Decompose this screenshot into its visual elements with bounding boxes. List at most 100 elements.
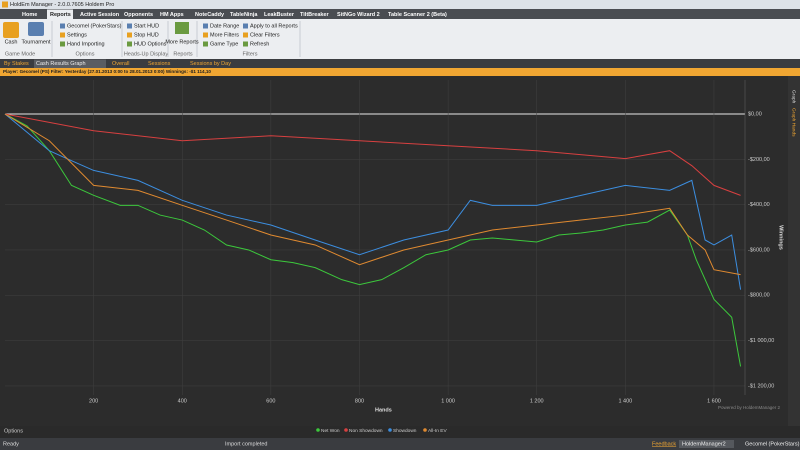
ribbon-button[interactable]: Settings — [67, 32, 87, 38]
x-tick-label: 1 400 — [618, 398, 632, 404]
menu-tab[interactable]: TableNinja — [230, 12, 258, 18]
y-tick-label: $0,00 — [748, 111, 762, 117]
report-tab[interactable]: Cash Results Graph — [36, 61, 86, 67]
legend-label: Non Showdown — [349, 428, 383, 434]
ribbon-button[interactable]: Stop HUD — [134, 32, 159, 38]
side-tab-strip — [788, 76, 800, 426]
status-text: Import completed — [225, 441, 268, 447]
y-tick-label: -$400,00 — [748, 202, 770, 208]
legend-label: Net Won — [321, 428, 340, 434]
menu-tab[interactable]: NoteCaddy — [195, 12, 225, 18]
menu-tab[interactable]: Home — [22, 12, 37, 18]
x-tick-label: 1 600 — [707, 398, 721, 404]
reports-icon — [175, 22, 189, 34]
ribbon-icon — [60, 41, 65, 47]
ribbon-button[interactable]: Clear Filters — [250, 32, 280, 38]
menu-tab[interactable]: LeakBuster — [264, 12, 295, 18]
report-tab-active — [34, 59, 106, 68]
legend-swatch — [316, 428, 320, 432]
menu-tab-active — [47, 9, 73, 19]
taskbar-label: HoldemManager2 — [682, 441, 726, 447]
ribbon-button[interactable]: Tournament — [21, 39, 51, 45]
report-tab[interactable]: Overall — [112, 61, 129, 67]
ribbon-icon — [243, 23, 248, 29]
x-tick-label: 200 — [89, 398, 98, 404]
ribbon-icon — [127, 23, 132, 29]
ribbon-icon — [243, 41, 248, 47]
ribbon-group-label: Filters — [243, 51, 258, 57]
menu-bar — [0, 9, 800, 19]
feedback-link[interactable]: Feedback — [652, 441, 676, 447]
filter-bar — [0, 68, 800, 76]
legend-swatch — [388, 428, 392, 432]
x-tick-label: 1 200 — [530, 398, 544, 404]
legend-swatch — [423, 428, 427, 432]
y-tick-label: -$600,00 — [748, 247, 770, 253]
filter-text: Player: Gecomel (PS) Filter: Yesterday (… — [3, 69, 211, 74]
ribbon-group-label: Game Mode — [5, 51, 35, 57]
report-tab[interactable]: Sessions — [148, 61, 171, 67]
ribbon-button[interactable]: Refresh — [250, 41, 269, 47]
menu-tab[interactable]: HM Apps — [160, 12, 184, 18]
ribbon-group-label: Options — [76, 51, 95, 57]
ribbon-icon — [203, 32, 208, 38]
report-tab[interactable]: By Stakes — [4, 61, 29, 67]
status-bar — [0, 438, 800, 450]
ribbon-button[interactable]: HUD Options — [134, 41, 167, 47]
x-tick-label: 1 000 — [441, 398, 455, 404]
y-tick-label: -$800,00 — [748, 293, 770, 299]
series-line — [4, 113, 742, 367]
ribbon-button[interactable]: More Filters — [210, 32, 239, 38]
y-tick-label: -$200,00 — [748, 157, 770, 163]
ribbon-icon — [203, 41, 208, 47]
ribbon-button[interactable]: Game Type — [210, 41, 238, 47]
cash-icon — [3, 22, 19, 38]
legend-label: All-In EV — [428, 428, 447, 434]
report-tab-bar — [0, 59, 800, 68]
menu-tab[interactable]: Reports — [50, 12, 71, 18]
ribbon-icon — [203, 23, 208, 29]
ribbon-group-label: Reports — [173, 51, 193, 57]
window-title: HoldEm Manager - 2.0.0.7605 Holdem Pro — [10, 2, 114, 8]
tournament-icon — [28, 22, 44, 36]
ribbon-icon — [127, 41, 132, 47]
legend-label: Showdown — [393, 428, 417, 434]
menu-tab[interactable]: Opponents — [124, 12, 153, 18]
ribbon-button[interactable]: Cash — [5, 39, 18, 45]
menu-tab[interactable]: Active Session — [80, 12, 120, 18]
side-tab[interactable]: Graph — [791, 90, 797, 104]
taskbar-button[interactable] — [679, 440, 734, 448]
x-tick-label: 800 — [355, 398, 364, 404]
x-tick-label: 400 — [178, 398, 187, 404]
ribbon-button[interactable]: Start HUD — [134, 23, 159, 29]
options-row — [0, 426, 800, 438]
ribbon-button[interactable]: Gecomel (PokerStars) — [67, 23, 122, 29]
side-tab[interactable]: Graph Hands — [791, 108, 797, 137]
series-line — [4, 113, 741, 196]
y-tick-label: -$1 000,00 — [748, 338, 774, 344]
legend-swatch — [344, 428, 348, 432]
ribbon-icon — [60, 32, 65, 38]
series-line — [4, 113, 742, 290]
menu-tab[interactable]: SitNGo Wizard 2 — [337, 12, 380, 18]
report-tab[interactable]: Sessions by Day — [190, 61, 231, 67]
ribbon-button[interactable]: Apply to all Reports — [250, 23, 298, 29]
ribbon-group-label: Heads-Up Display — [124, 51, 169, 57]
taskbar-label: Gecomel (PokerStars) — [745, 441, 800, 447]
series-line — [4, 113, 741, 276]
ribbon-button[interactable]: Date Range — [210, 23, 239, 29]
ribbon-button[interactable]: Hand Importing — [67, 41, 105, 47]
y-tick-label: -$1 200,00 — [748, 383, 774, 389]
ribbon-button[interactable]: More Reports — [165, 39, 199, 45]
options-button[interactable]: Options — [4, 428, 23, 434]
menu-tab[interactable]: TiltBreaker — [300, 12, 329, 18]
title-bar — [0, 0, 800, 9]
menu-tab[interactable]: Table Scanner 2 (Beta) — [388, 12, 447, 18]
branding: Powered by HoldemManager 2 — [718, 405, 781, 410]
x-axis-title: Hands — [375, 407, 392, 413]
status-text: Ready — [3, 441, 19, 447]
ribbon — [0, 19, 800, 59]
app-icon — [2, 1, 8, 8]
